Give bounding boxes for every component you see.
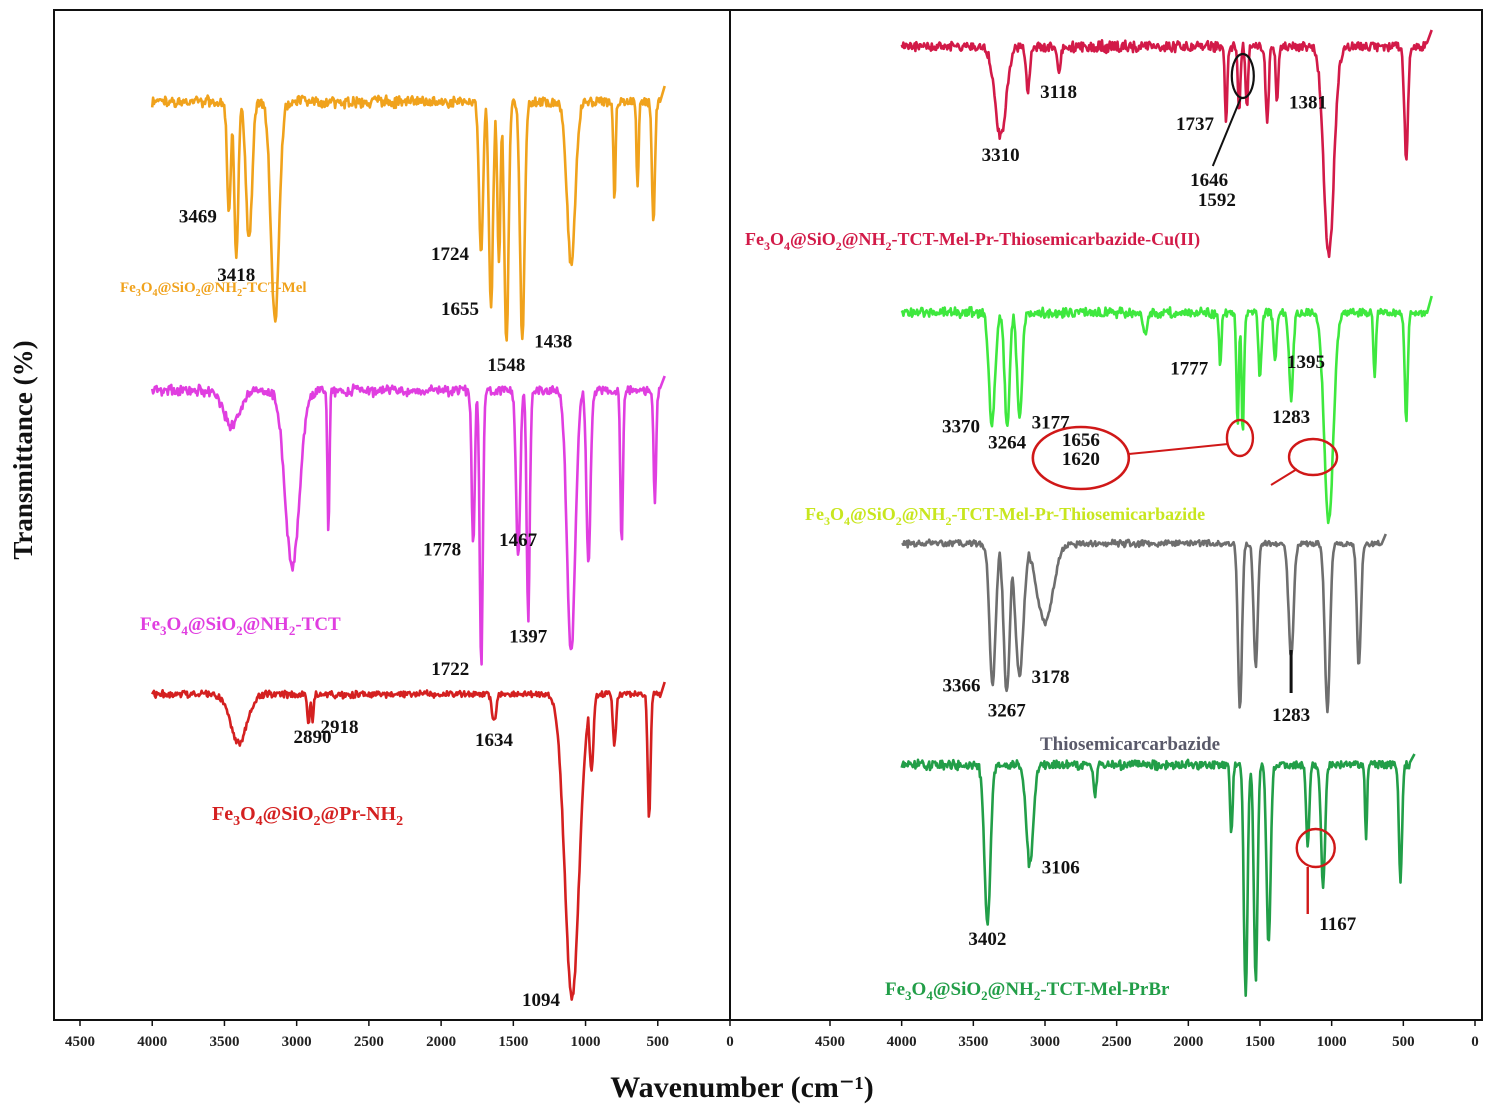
series-label: Fe3O4@SiO2@NH2-TCT-Mel-Pr-Thiosemicarbaz… xyxy=(805,504,1205,528)
peak-label: 3264 xyxy=(988,433,1027,454)
peak-label: 1283 xyxy=(1272,705,1310,726)
x-tick-label: 4000 xyxy=(887,1034,917,1050)
series-label: Fe3O4@SiO2@NH2-TCT-Mel xyxy=(120,280,307,299)
peak-label: 1548 xyxy=(487,355,525,376)
x-tick-label: 1500 xyxy=(1245,1034,1275,1050)
series-label: Fe3O4@SiO2@Pr-NH2 xyxy=(212,803,403,829)
peak-label: 1395 xyxy=(1287,352,1325,373)
spectrum-line xyxy=(900,295,1433,525)
peak-label: 3178 xyxy=(1031,667,1069,688)
peak-callout-oval xyxy=(1031,425,1131,491)
series-label: Fe3O4@SiO2@NH2-TCT xyxy=(140,614,341,638)
spectrum-line xyxy=(901,533,1387,714)
peak-label: 3418 xyxy=(217,265,255,286)
peak-label: 1167 xyxy=(1319,914,1356,935)
peak-label: 1722 xyxy=(431,659,469,680)
spectrum-line xyxy=(150,375,666,666)
peak-label: 1724 xyxy=(431,244,470,265)
x-tick-label: 4500 xyxy=(65,1034,95,1050)
x-axis-title: Wavenumber (cm⁻¹) xyxy=(610,1071,873,1104)
peak-callout-oval xyxy=(1230,52,1255,100)
peak-label: 1634 xyxy=(475,730,514,751)
panel-left-frame xyxy=(53,9,731,1021)
peak-label: 3370 xyxy=(942,417,980,438)
x-tick-label: 0 xyxy=(726,1034,734,1050)
peak-label: 1646 xyxy=(1190,170,1228,191)
peak-label: 1438 xyxy=(534,332,572,353)
peak-marker-circle xyxy=(1295,827,1336,869)
peak-label: 1397 xyxy=(509,627,548,648)
peak-label: 1381 xyxy=(1289,93,1327,114)
spectrum-line xyxy=(900,29,1433,259)
peak-label: 3267 xyxy=(988,700,1027,721)
spectrum-line xyxy=(150,85,666,342)
peak-label: 1283 xyxy=(1272,407,1310,428)
x-tick-label: 500 xyxy=(647,1034,670,1050)
peak-label: 2918 xyxy=(321,717,359,738)
spectra-group xyxy=(150,29,1433,1001)
peak-label: 1094 xyxy=(522,990,561,1011)
peak-label: 1655 xyxy=(441,299,479,320)
peak-callout-line xyxy=(1211,97,1242,167)
peak-label: 3106 xyxy=(1042,858,1080,879)
x-tick-label: 1000 xyxy=(571,1034,601,1050)
peak-callout-line xyxy=(1128,443,1229,455)
series-label: Fe3O4@SiO2@NH2-TCT-Mel-PrBr xyxy=(885,979,1170,1003)
panel-right-frame xyxy=(729,9,1483,1021)
x-tick-label: 2000 xyxy=(1173,1034,1203,1050)
peak-label: 1620 xyxy=(1062,449,1100,470)
peak-label: 1467 xyxy=(499,530,538,551)
x-tick-label: 3500 xyxy=(958,1034,988,1050)
spectrum-line xyxy=(900,753,1416,997)
peak-callout-line xyxy=(1270,468,1298,486)
peak-label: 1777 xyxy=(1170,359,1209,380)
series-label: Thiosemicarcarbazide xyxy=(1040,734,1220,755)
x-axis-left: 4500 4000 3500 3000 2500 2000 1500 1000 500 0 xyxy=(65,1020,734,1050)
peak-label: 3402 xyxy=(968,929,1006,950)
x-tick-label: 2500 xyxy=(354,1034,384,1050)
peak-label: 3469 xyxy=(179,207,217,228)
peak-label: 1737 xyxy=(1176,114,1215,135)
x-tick-label: 3000 xyxy=(1030,1034,1060,1050)
peak-label: 1656 xyxy=(1062,430,1100,451)
x-tick-label: 1000 xyxy=(1317,1034,1347,1050)
peak-label: 3310 xyxy=(982,145,1020,166)
peak-label: 3118 xyxy=(1040,82,1077,103)
peak-marker-circle xyxy=(1225,418,1255,458)
peak-labels-group: 3469 3418 1724 1655 1548 1438 1778 1722 1467 1397… xyxy=(179,82,1357,1011)
x-tick-label: 500 xyxy=(1392,1034,1415,1050)
series-labels-group: Fe3O4@SiO2@NH2-TCT-Mel Fe3O4@SiO2@NH2-TCT… xyxy=(120,229,1220,1003)
peak-marker-circle xyxy=(1287,437,1339,477)
peak-label: 2890 xyxy=(294,727,332,748)
peak-label: 1778 xyxy=(423,539,461,560)
spectrum-line xyxy=(151,681,666,1001)
y-axis-title: Transmittance (%) xyxy=(8,340,38,559)
x-tick-label: 3000 xyxy=(282,1034,312,1050)
x-tick-label: 2500 xyxy=(1102,1034,1132,1050)
annotations-group xyxy=(1031,52,1339,914)
series-label: Fe3O4@SiO2@NH2-TCT-Mel-Pr-Thiosemicarbaz… xyxy=(745,229,1200,253)
x-axis-right: 4500 4000 3500 3000 2500 2000 1500 1000 500 0 xyxy=(815,1020,1479,1050)
peak-label: 3177 xyxy=(1032,412,1071,433)
x-tick-label: 3500 xyxy=(209,1034,239,1050)
x-tick-label: 0 xyxy=(1471,1034,1479,1050)
peak-label: 1592 xyxy=(1198,190,1236,211)
x-tick-label: 4000 xyxy=(137,1034,167,1050)
x-tick-label: 2000 xyxy=(426,1034,456,1050)
peak-label: 3366 xyxy=(943,676,981,697)
x-tick-label: 1500 xyxy=(498,1034,528,1050)
x-tick-label: 4500 xyxy=(815,1034,845,1050)
